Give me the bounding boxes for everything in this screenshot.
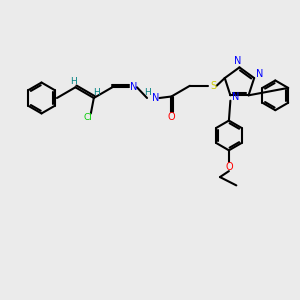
- Text: N: N: [130, 82, 137, 92]
- Text: H: H: [70, 77, 77, 86]
- Text: H: H: [93, 88, 100, 97]
- Text: H: H: [144, 88, 151, 97]
- Text: N: N: [256, 70, 263, 80]
- Text: O: O: [225, 162, 233, 172]
- Text: N: N: [232, 92, 239, 102]
- Text: Cl: Cl: [83, 113, 92, 122]
- Text: O: O: [168, 112, 175, 122]
- Text: S: S: [210, 81, 216, 91]
- Text: N: N: [234, 56, 242, 66]
- Text: N: N: [152, 93, 159, 103]
